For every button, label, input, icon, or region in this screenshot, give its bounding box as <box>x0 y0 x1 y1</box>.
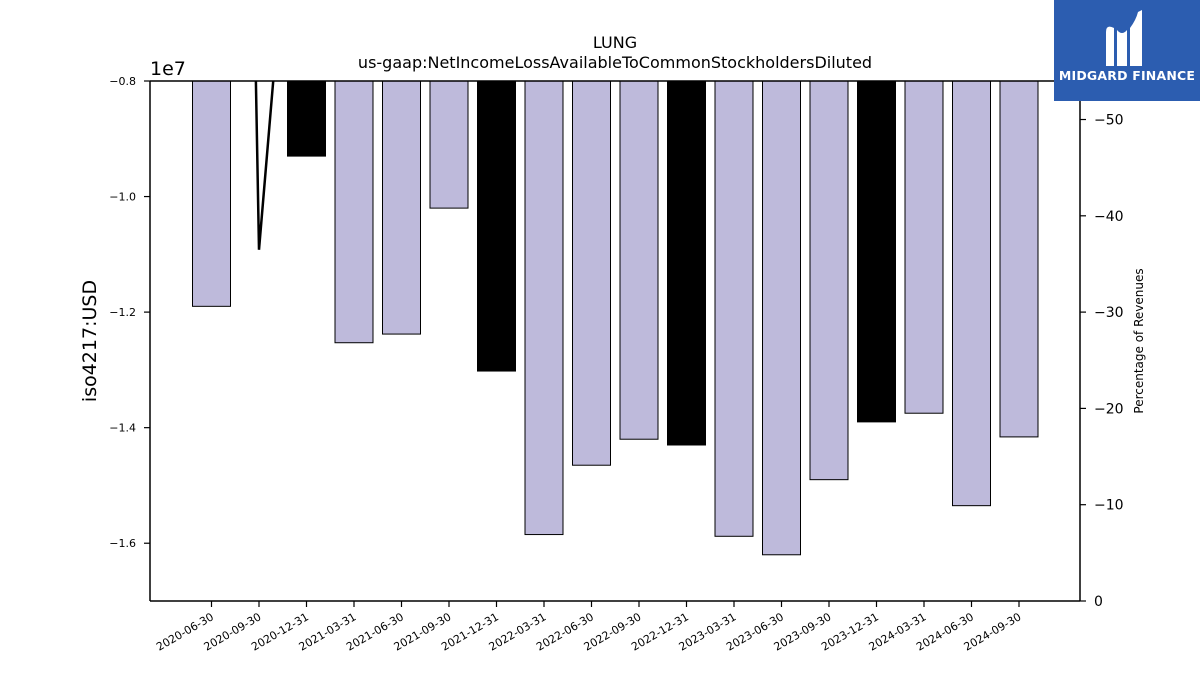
bar-2023-06-30 <box>762 81 801 556</box>
bar-2021-06-30 <box>382 81 421 335</box>
y-offset-label: 1e7 <box>150 58 186 80</box>
bar-2024-03-31 <box>904 81 944 414</box>
y-tick-label: −0.8 <box>109 75 136 88</box>
y2-axis-label: Percentage of Revenues <box>1132 268 1146 413</box>
line-layer <box>254 81 275 250</box>
line-series <box>254 81 275 250</box>
bar-2021-03-31 <box>334 81 374 344</box>
logo-text: MIDGARD FINANCE <box>1058 68 1196 83</box>
y2-tick-label: −30 <box>1094 305 1124 321</box>
bar-2022-12-31 <box>667 81 706 446</box>
bar-2021-12-31 <box>477 81 516 372</box>
brand-logo: MIDGARD FINANCE <box>1054 0 1200 101</box>
bar-2022-09-30 <box>619 81 659 440</box>
logo-mark-icon <box>1106 10 1142 66</box>
bar-2023-12-31 <box>857 81 896 423</box>
y-tick-label: −1.4 <box>109 422 136 435</box>
y2-tick-label: −10 <box>1094 498 1124 514</box>
y-tick-label: −1.0 <box>109 191 136 204</box>
bar-2022-06-30 <box>572 81 611 466</box>
y2-tick-label: −20 <box>1094 401 1124 417</box>
y-tick-label: −1.6 <box>109 537 136 550</box>
bar-2023-09-30 <box>809 81 849 481</box>
y-tick-label: −1.2 <box>109 306 136 319</box>
bar-2020-12-31 <box>287 81 326 157</box>
bar-2020-06-30 <box>192 81 231 307</box>
bar-2022-03-31 <box>524 81 564 536</box>
bars-group <box>192 81 1039 556</box>
y-axis-label: iso4217:USD <box>79 280 101 402</box>
chart-title: LUNG <box>593 33 637 52</box>
chart-subtitle: us-gaap:NetIncomeLossAvailableToCommonSt… <box>358 53 872 72</box>
y2-tick-label: 0 <box>1094 594 1103 610</box>
y2-tick-label: −50 <box>1094 113 1124 129</box>
y2-tick-label: −40 <box>1094 209 1124 225</box>
bar-2024-09-30 <box>999 81 1039 438</box>
bar-2024-06-30 <box>952 81 991 507</box>
bar-2021-09-30 <box>429 81 469 209</box>
bar-2023-03-31 <box>714 81 754 537</box>
